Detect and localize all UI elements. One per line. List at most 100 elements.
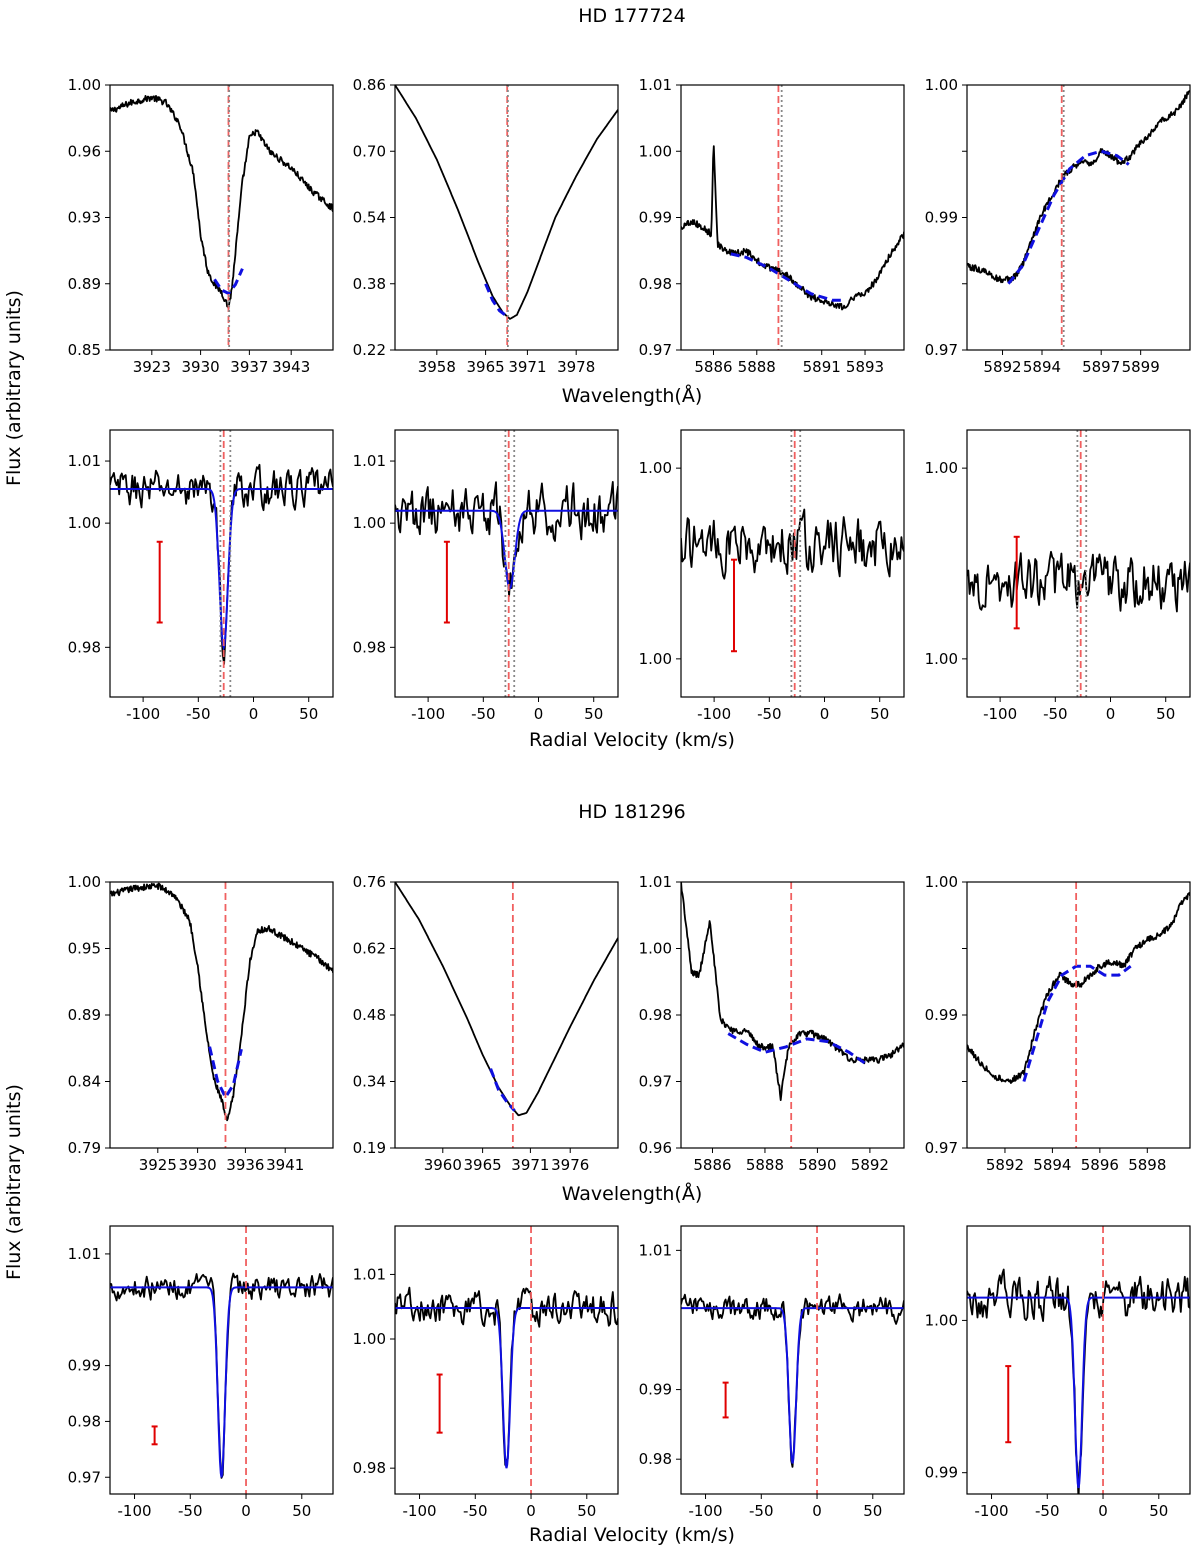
axes-frame-g1-r0-c2 [680, 881, 905, 1149]
y-tick-label-g1-r0-c1-3: 0.34 [353, 1073, 386, 1091]
y-tick-label-g1-r1-c1-0: 1.01 [353, 1265, 386, 1283]
x-tick-label-g1-r0-c2-2: 5890 [798, 1156, 836, 1174]
plot-area-g0-r1-c0 [110, 430, 333, 697]
y-tick-label-g0-r1-c0-0: 1.01 [68, 452, 101, 470]
y-axis-label-bottom: Flux (arbitrary units) [3, 1084, 25, 1280]
panel-g0-r1-c3: -100 -50 0 50 1.00 1.00 [925, 429, 1191, 723]
plot-area-g1-r1-c0 [110, 1226, 333, 1494]
x-tick-label-g0-r0-c3-0: 5892 [983, 358, 1021, 376]
spectrum-line-g1-r0-c3 [967, 892, 1190, 1084]
x-tick-label-g1-r0-c3-3: 5898 [1128, 1156, 1166, 1174]
spectrum-line-g0-r1-c2 [681, 508, 904, 580]
x-tick-label-g1-r0-c0-1: 3930 [179, 1156, 217, 1174]
y-tick-label-g1-r0-c1-2: 0.48 [353, 1006, 386, 1024]
plot-area-g1-r0-c2 [681, 882, 904, 1148]
x-tick-label-g1-r1-c3-0: -100 [975, 1502, 1009, 1520]
x-tick-label-g1-r1-c2-0: -100 [689, 1502, 723, 1520]
y-tick-label-g0-r0-c3-2: 0.99 [925, 209, 958, 227]
plot-area-g1-r0-c3 [967, 882, 1190, 1148]
y-tick-label-g1-r0-c1-1: 0.62 [353, 940, 386, 958]
y-tick-label-g0-r0-c1-4: 0.22 [353, 341, 386, 359]
fit-curve-g0-r0-c3 [1007, 149, 1130, 285]
x-tick-label-g1-r0-c1-1: 3965 [464, 1156, 502, 1174]
plot-area-g1-r1-c2 [681, 1226, 904, 1494]
x-tick-label-g1-r0-c0-0: 3925 [139, 1156, 177, 1174]
spectrum-line-g1-r1-c1 [395, 1286, 618, 1466]
x-tick-label-g0-r0-c2-3: 5893 [846, 358, 884, 376]
x-tick-label-g1-r0-c2-0: 5886 [693, 1156, 731, 1174]
y-tick-label-g0-r0-c0-3: 0.89 [68, 275, 101, 293]
y-tick-label-g1-r1-c0-0: 1.01 [68, 1245, 101, 1263]
x-tick-label-g0-r1-c1-0: -100 [411, 705, 445, 723]
spectrum-line-g1-r1-c0 [110, 1272, 333, 1479]
x-tick-label-g1-r0-c3-1: 5894 [1033, 1156, 1071, 1174]
panel-g1-r1-c0: -100 -50 0 50 1.01 0.99 0.98 0.97 [68, 1225, 334, 1520]
x-tick-label-g0-r0-c2-1: 5888 [738, 358, 776, 376]
x-tick-label-g1-r0-c2-1: 5888 [746, 1156, 784, 1174]
x-tick-label-g0-r1-c1-3: 50 [584, 705, 603, 723]
fit-curve-g1-r0-c1 [489, 1068, 516, 1112]
x-tick-label-g1-r0-c0-2: 3936 [226, 1156, 264, 1174]
fit-curve-g1-r1-c3 [967, 1296, 1190, 1489]
spectrum-line-g0-r0-c1 [395, 85, 618, 320]
plot-area-g0-r1-c3 [967, 430, 1190, 697]
y-tick-label-g0-r1-c0-2: 0.98 [68, 638, 101, 656]
fit-curve-g1-r1-c0 [110, 1286, 333, 1478]
y-tick-label-g1-r1-c3-0: 1.00 [925, 1311, 958, 1329]
y-tick-label-g1-r0-c1-0: 0.76 [353, 873, 386, 891]
x-tick-label-g1-r1-c0-1: -50 [178, 1502, 203, 1520]
plot-area-g1-r1-c3 [967, 1226, 1190, 1494]
x-tick-label-g0-r1-c1-1: -50 [471, 705, 496, 723]
y-tick-label-g0-r1-c2-1: 1.00 [639, 650, 672, 668]
panel-g1-r0-c3: 5892 5894 5896 5898 1.00 0.99 0.97 [925, 873, 1191, 1174]
x-tick-label-g1-r0-c1-0: 3960 [424, 1156, 462, 1174]
x-tick-label-g0-r1-c3-0: -100 [983, 705, 1017, 723]
axes-frame-g1-r0-c0 [109, 881, 334, 1149]
x-tick-label-g1-r0-c0-3: 3941 [266, 1156, 304, 1174]
y-tick-label-g0-r0-c2-1: 1.00 [639, 142, 672, 160]
y-tick-label-g1-r1-c3-1: 0.99 [925, 1464, 958, 1482]
y-tick-label-g1-r0-c3-0: 1.00 [925, 873, 958, 891]
y-tick-label-g0-r1-c1-0: 1.01 [353, 452, 386, 470]
x-tick-label-g0-r1-c2-0: -100 [697, 705, 731, 723]
panel-g0-r0-c1: 3958 3965 3971 3978 0.86 0.70 0.54 0.38 0.22 [353, 76, 619, 376]
x-tick-label-g0-r1-c0-1: -50 [186, 705, 211, 723]
axes-frame-g0-r1-c2 [680, 429, 905, 698]
x-tick-label-g1-r1-c1-2: 0 [526, 1502, 536, 1520]
x-tick-label-g1-r0-c2-3: 5892 [851, 1156, 889, 1174]
y-tick-label-g1-r1-c2-0: 1.01 [639, 1241, 672, 1259]
x-tick-label-g0-r1-c1-2: 0 [534, 705, 544, 723]
y-tick-label-g0-r1-c3-0: 1.00 [925, 459, 958, 477]
x-tick-label-g1-r1-c2-3: 50 [863, 1502, 882, 1520]
plot-area-g0-r1-c2 [681, 430, 904, 697]
fit-curve-g1-r1-c2 [681, 1307, 904, 1464]
axes-frame-g1-r1-c3 [966, 1225, 1191, 1495]
y-tick-label-g0-r0-c1-3: 0.38 [353, 275, 386, 293]
y-tick-label-g0-r0-c2-2: 0.99 [639, 209, 672, 227]
group-title-hd181296: HD 181296 [578, 801, 686, 823]
fit-curve-g0-r0-c2 [730, 252, 844, 302]
x-tick-label-g1-r1-c3-1: -50 [1035, 1502, 1060, 1520]
y-tick-label-g1-r0-c2-1: 1.00 [639, 940, 672, 958]
panel-g0-r1-c1: -100 -50 0 50 1.01 1.00 0.98 [353, 429, 619, 723]
panel-g1-r1-c3: -100 -50 0 50 1.00 0.99 [925, 1225, 1191, 1520]
y-tick-label-g1-r1-c1-1: 1.00 [353, 1330, 386, 1348]
panel-g0-r0-c3: 5892 5894 5897 5899 1.00 0.99 0.97 [925, 76, 1191, 376]
y-tick-label-g1-r0-c2-2: 0.98 [639, 1006, 672, 1024]
x-tick-label-g0-r0-c0-0: 3923 [133, 358, 171, 376]
spectrum-line-g1-r1-c2 [681, 1293, 904, 1468]
panel-layer: 3923 3930 3937 3943 1.00 0.96 0.93 0.89 0.85 3958… [68, 76, 1191, 1520]
y-tick-label-g1-r1-c2-1: 0.99 [639, 1381, 672, 1399]
x-tick-label-g1-r0-c1-3: 3976 [551, 1156, 589, 1174]
y-tick-label-g1-r1-c1-2: 0.98 [353, 1459, 386, 1477]
x-tick-label-g1-r1-c0-3: 50 [292, 1502, 311, 1520]
fit-curve-g0-r1-c1 [395, 509, 618, 590]
x-tick-label-g1-r1-c0-2: 0 [241, 1502, 251, 1520]
y-tick-label-g0-r1-c1-2: 0.98 [353, 638, 386, 656]
panel-g0-r1-c2: -100 -50 0 50 1.00 1.00 [639, 429, 905, 723]
x-tick-label-g1-r1-c1-0: -100 [403, 1502, 437, 1520]
y-tick-label-g0-r1-c1-1: 1.00 [353, 514, 386, 532]
axes-frame-g1-r1-c1 [394, 1225, 619, 1495]
axes-frame-g0-r0-c2 [680, 84, 905, 351]
x-tick-label-g0-r1-c0-3: 50 [299, 705, 318, 723]
